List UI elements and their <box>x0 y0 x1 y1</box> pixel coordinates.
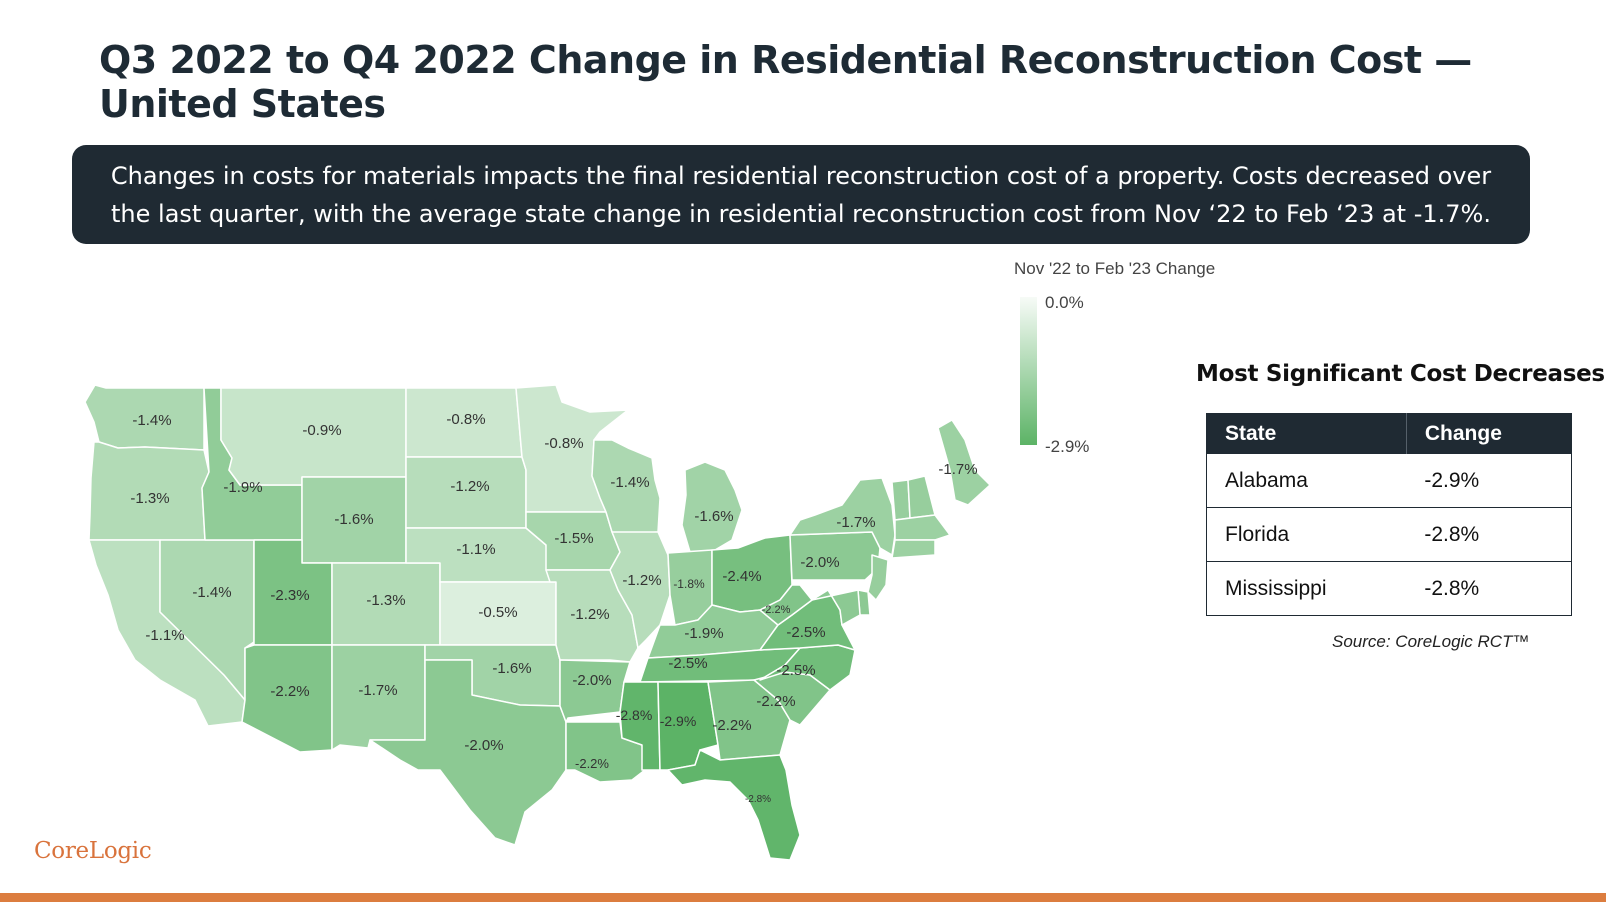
page-title: Q3 2022 to Q4 2022 Change in Residential… <box>99 38 1472 126</box>
state-tx <box>369 659 567 846</box>
state-label-wv: -2.2% <box>762 604 791 616</box>
state-label-la: -2.2% <box>575 756 609 771</box>
legend-color-bar <box>1020 297 1037 445</box>
state-label-tn: -2.5% <box>668 655 707 672</box>
state-label-ca: -1.1% <box>145 627 184 644</box>
state-ma <box>894 514 951 541</box>
state-label-ne: -1.1% <box>456 541 495 558</box>
summary-banner: Changes in costs for materials impacts t… <box>72 145 1530 244</box>
state-label-nd: -0.8% <box>446 411 485 428</box>
change-cell: -2.8% <box>1406 507 1572 562</box>
state-label-mt: -0.9% <box>302 422 341 439</box>
state-label-wy: -1.6% <box>334 511 373 528</box>
state-label-va: -2.5% <box>786 624 825 641</box>
state-cell: Mississippi <box>1206 561 1407 616</box>
state-label-id: -1.9% <box>223 479 262 496</box>
state-label-in: -1.8% <box>673 577 705 591</box>
state-label-wa: -1.4% <box>132 412 171 429</box>
column-header-state: State <box>1206 413 1407 454</box>
state-md <box>811 589 861 626</box>
state-label-sd: -1.2% <box>450 478 489 495</box>
state-label-me: -1.7% <box>938 461 977 478</box>
legend-max-label: 0.0% <box>1045 293 1084 312</box>
state-label-nm: -1.7% <box>358 682 397 699</box>
state-ct <box>891 539 936 559</box>
state-fl <box>667 749 801 861</box>
state-shapes <box>84 384 991 861</box>
state-wv <box>759 584 813 626</box>
state-label-ut: -2.3% <box>270 587 309 604</box>
state-label-fl: -2.8% <box>745 794 771 805</box>
table-row: Mississippi -2.8% <box>1206 561 1572 616</box>
cost-decrease-table: State Change Alabama -2.9% Florida -2.8%… <box>1206 413 1572 616</box>
state-label-ks: -0.5% <box>478 604 517 621</box>
state-label-co: -1.3% <box>366 592 405 609</box>
state-il <box>609 531 671 649</box>
table-row: Alabama -2.9% <box>1206 453 1572 508</box>
state-label-ok: -1.6% <box>492 660 531 677</box>
legend-min-label: -2.9% <box>1045 437 1090 456</box>
state-nj <box>867 554 889 601</box>
table-row: Florida -2.8% <box>1206 507 1572 562</box>
state-label-mn: -0.8% <box>544 435 583 452</box>
state-label-ms: -2.8% <box>616 707 653 723</box>
state-nc <box>759 644 856 691</box>
state-cell: Florida <box>1206 507 1407 562</box>
state-label-il: -1.2% <box>622 572 661 589</box>
state-vt <box>891 479 911 521</box>
state-label-az: -2.2% <box>270 683 309 700</box>
state-label-wi: -1.4% <box>610 474 649 491</box>
change-cell: -2.9% <box>1406 453 1572 508</box>
corelogic-logo: CoreLogic <box>34 838 152 864</box>
state-nh <box>907 475 936 519</box>
state-label-mo: -1.2% <box>570 606 609 623</box>
change-cell: -2.8% <box>1406 561 1572 616</box>
state-label-al: -2.9% <box>660 713 697 729</box>
state-label-ia: -1.5% <box>554 530 593 547</box>
state-label-mi: -1.6% <box>694 508 733 525</box>
state-label-ny: -1.7% <box>836 514 875 531</box>
source-note: Source: CoreLogic RCT™ <box>1332 632 1530 651</box>
summary-text: Changes in costs for materials impacts t… <box>110 161 1492 228</box>
state-label-nc: -2.5% <box>776 662 815 679</box>
state-ny <box>789 477 896 556</box>
footer-accent-bar <box>0 893 1606 902</box>
table-header-row: State Change <box>1206 413 1572 454</box>
state-ar <box>559 659 631 723</box>
state-label-tx: -2.0% <box>464 737 503 754</box>
table-heading: Most Significant Cost Decreases <box>1196 361 1605 387</box>
state-label-or: -1.3% <box>130 490 169 507</box>
state-labels: -1.4% -1.3% -1.1% -1.4% -1.9% -0.9% -1.6% -2.3%… <box>130 411 977 805</box>
state-label-ar: -2.0% <box>572 672 611 689</box>
state-cell: Alabama <box>1206 453 1407 508</box>
state-label-ky: -1.9% <box>684 625 723 642</box>
state-mi <box>681 461 743 553</box>
legend-title: Nov '22 to Feb '23 Change <box>1014 259 1216 278</box>
state-label-nv: -1.4% <box>192 584 231 601</box>
state-label-sc: -2.2% <box>756 693 795 710</box>
state-me <box>937 419 991 506</box>
state-label-pa: -2.0% <box>800 554 839 571</box>
column-header-change: Change <box>1405 413 1572 454</box>
state-label-ga: -2.2% <box>712 717 751 734</box>
state-label-oh: -2.4% <box>722 568 761 585</box>
